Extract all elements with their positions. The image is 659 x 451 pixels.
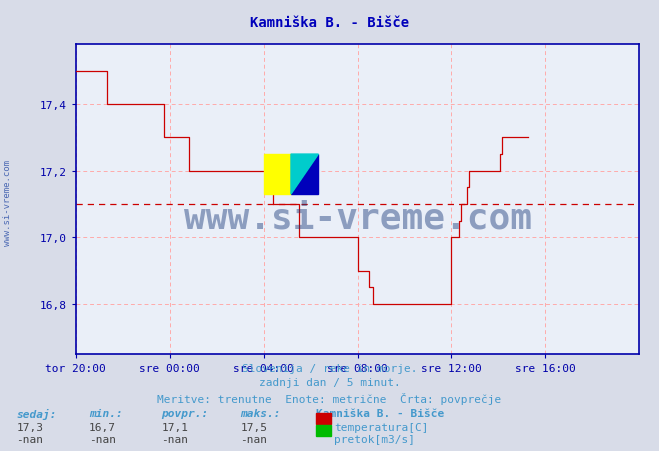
Text: maks.:: maks.: — [241, 408, 281, 418]
Text: www.si-vreme.com: www.si-vreme.com — [3, 160, 13, 246]
Text: Kamniška B. - Bišče: Kamniška B. - Bišče — [316, 408, 445, 418]
Text: -nan: -nan — [241, 434, 268, 444]
Polygon shape — [291, 155, 318, 194]
Text: 17,3: 17,3 — [16, 422, 43, 432]
Text: Meritve: trenutne  Enote: metrične  Črta: povprečje: Meritve: trenutne Enote: metrične Črta: … — [158, 392, 501, 404]
Text: temperatura[C]: temperatura[C] — [334, 422, 428, 432]
Text: -nan: -nan — [16, 434, 43, 444]
Text: pretok[m3/s]: pretok[m3/s] — [334, 434, 415, 444]
Text: www.si-vreme.com: www.si-vreme.com — [183, 201, 532, 235]
Text: zadnji dan / 5 minut.: zadnji dan / 5 minut. — [258, 377, 401, 387]
Text: -nan: -nan — [89, 434, 116, 444]
Text: min.:: min.: — [89, 408, 123, 418]
Text: -nan: -nan — [161, 434, 188, 444]
Text: Kamniška B. - Bišče: Kamniška B. - Bišče — [250, 16, 409, 30]
Bar — [264, 155, 291, 194]
Text: Slovenija / reke in morje.: Slovenija / reke in morje. — [242, 363, 417, 373]
Text: sedaj:: sedaj: — [16, 408, 57, 419]
Text: 17,1: 17,1 — [161, 422, 188, 432]
Text: 16,7: 16,7 — [89, 422, 116, 432]
Text: povpr.:: povpr.: — [161, 408, 209, 418]
Text: 17,5: 17,5 — [241, 422, 268, 432]
Polygon shape — [291, 155, 318, 194]
